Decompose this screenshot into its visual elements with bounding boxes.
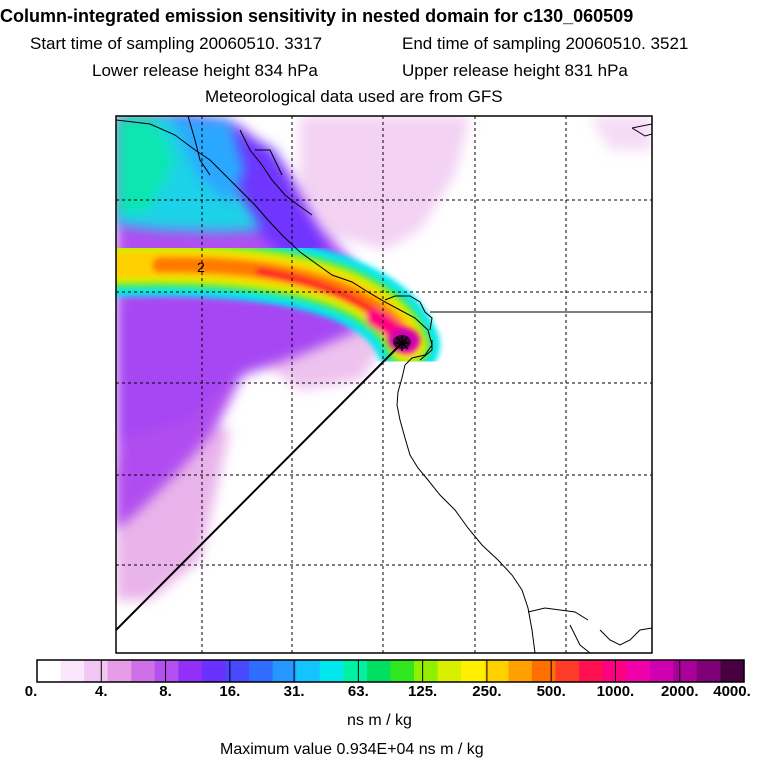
colorbar-tick-label: 2000. bbox=[660, 683, 699, 700]
colorbar-tick-label: 125. bbox=[408, 683, 438, 700]
star-marker bbox=[394, 335, 410, 351]
colorbar-tick-label: 0. bbox=[24, 683, 38, 700]
plot-title: Column-integrated emission sensitivity i… bbox=[0, 6, 634, 26]
end-time-label: End time of sampling 20060510. 3521 bbox=[402, 34, 689, 53]
met-data-label: Meteorological data used are from GFS bbox=[205, 87, 503, 106]
colorbar-tick-label: 250. bbox=[472, 683, 502, 700]
max-value-label: Maximum value 0.934E+04 ns m / kg bbox=[220, 741, 484, 758]
colorbar-tick-label: 8. bbox=[159, 683, 172, 700]
colorbar-tick-label: 1000. bbox=[596, 683, 635, 700]
colorbar-tick-label: 63. bbox=[347, 683, 369, 700]
upper-release-label: Upper release height 831 hPa bbox=[402, 61, 628, 80]
coastlines bbox=[116, 116, 652, 653]
colorbar-tick-label: 4. bbox=[95, 683, 108, 700]
colorbar-tick-label: 31. bbox=[283, 683, 305, 700]
trajectory-line bbox=[116, 342, 403, 631]
colorbar-tick-label: 16. bbox=[219, 683, 241, 700]
lat-lon-grid bbox=[116, 116, 652, 653]
contour-label: 2 bbox=[197, 259, 205, 275]
units-label: ns m / kg bbox=[347, 712, 412, 729]
colorbar-tick-label: 4000. bbox=[713, 683, 751, 700]
map-frame bbox=[115, 115, 653, 654]
start-time-label: Start time of sampling 20060510. 3317 bbox=[30, 34, 323, 53]
lower-release-label: Lower release height 834 hPa bbox=[92, 61, 318, 80]
cyan-plume bbox=[116, 116, 262, 232]
colorbar-tick-label: 500. bbox=[536, 683, 566, 700]
